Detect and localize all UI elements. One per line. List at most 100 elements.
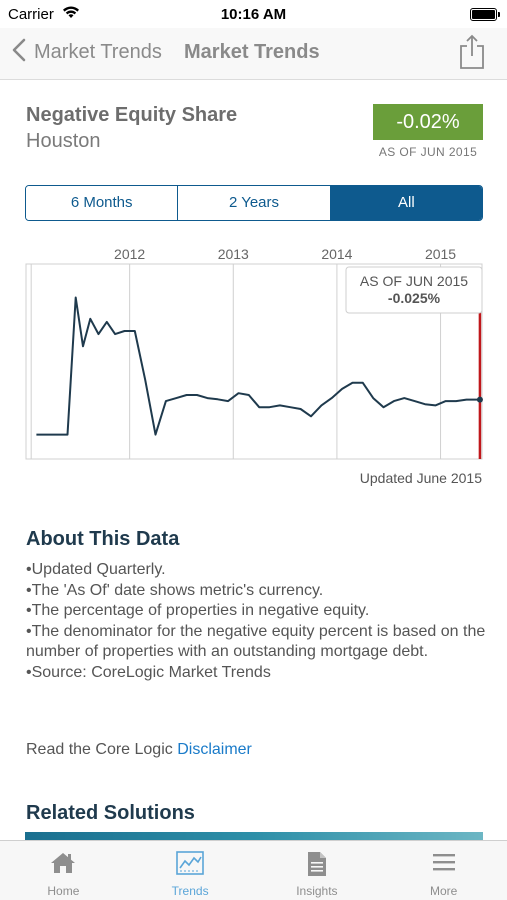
- chart-data-point: [145, 379, 146, 380]
- chart-data-point: [248, 394, 249, 395]
- chart-x-tick-label: 2013: [218, 246, 249, 262]
- chart-data-point: [424, 404, 425, 405]
- chart-data-point: [321, 405, 322, 406]
- chart-tooltip-date: AS OF JUN 2015: [360, 273, 468, 289]
- chart-data-point: [466, 399, 467, 400]
- chart-canvas: 2012 2013 2014 2015 AS OF JUN 2015-0.025%: [25, 246, 483, 460]
- about-item: The percentage of properties in negative…: [26, 601, 486, 622]
- wifi-icon: [62, 5, 80, 23]
- back-button[interactable]: Market Trends: [12, 38, 162, 67]
- chart-tooltip: [345, 266, 483, 314]
- chart-data-point: [124, 330, 125, 331]
- about-list: Updated Quarterly. The 'As Of' date show…: [26, 560, 486, 683]
- chart-data-point: [269, 407, 270, 408]
- disclaimer-link[interactable]: Disclaimer: [177, 741, 252, 758]
- disclaimer-prefix: Read the Core Logic: [26, 741, 178, 758]
- chart-data-point: [82, 346, 83, 347]
- tab-insights[interactable]: Insights: [254, 841, 381, 900]
- insights-icon: [306, 851, 328, 882]
- tab-more-label: More: [429, 884, 458, 898]
- chart-data-point: [98, 333, 99, 334]
- chart-x-tick-label: 2014: [321, 246, 352, 262]
- chart-data-point: [373, 397, 374, 398]
- chart-data-point: [75, 297, 76, 298]
- chart-data-point: [435, 405, 436, 406]
- chart-data-point: [290, 407, 291, 408]
- chart-data-point: [165, 401, 166, 402]
- chart-data-point: [474, 399, 475, 400]
- chart-data-point: [279, 405, 280, 406]
- chart-data-point: [207, 397, 208, 398]
- chart-data-point: [393, 401, 394, 402]
- chart-data-point: [362, 382, 363, 383]
- range-2-years[interactable]: 2 Years: [178, 186, 331, 220]
- range-all[interactable]: All: [330, 186, 482, 220]
- share-icon[interactable]: [459, 34, 485, 75]
- chevron-left-icon: [12, 38, 26, 67]
- chart-data-point: [259, 407, 260, 408]
- chart-data-point: [455, 401, 456, 402]
- tab-trends-label: Trends: [171, 884, 209, 898]
- range-selector: 6 Months 2 Years All: [25, 185, 483, 221]
- about-item: Source: CoreLogic Market Trends: [26, 663, 486, 684]
- chart-x-tick-label: 2012: [114, 246, 145, 262]
- disclaimer-text: Read the Core Logic Disclaimer: [26, 741, 252, 759]
- tab-home[interactable]: Home: [0, 841, 127, 900]
- chart-x-tick-label: 2015: [425, 246, 456, 262]
- trends-icon: [176, 851, 204, 880]
- chart-data-point: [383, 407, 384, 408]
- chart-data-point: [106, 321, 107, 322]
- about-item: The 'As Of' date shows metric's currency…: [26, 581, 486, 602]
- chart-data-point: [186, 394, 187, 395]
- chart-data-point: [176, 397, 177, 398]
- chart-data-point: [90, 318, 91, 319]
- tab-home-label: Home: [47, 884, 80, 898]
- metric-location: Houston: [26, 130, 101, 152]
- chart-data-point: [404, 397, 405, 398]
- updated-note: Updated June 2015: [359, 470, 482, 486]
- chart-tooltip-value: -0.025%: [388, 290, 441, 306]
- chart-data-point: [310, 416, 311, 417]
- negative-equity-chart[interactable]: 2012 2013 2014 2015 AS OF JUN 2015 -0.025%: [0, 238, 507, 468]
- home-icon: [50, 851, 76, 880]
- chart-data-point: [352, 382, 353, 383]
- chart-data-point: [414, 401, 415, 402]
- about-heading: About This Data: [26, 528, 180, 550]
- metric-value-badge: -0.02%: [373, 104, 483, 140]
- tab-more[interactable]: More: [380, 841, 507, 900]
- about-item: The denominator for the negative equity …: [26, 622, 486, 663]
- metric-title: Negative Equity Share: [26, 104, 238, 126]
- chart-data-point: [227, 401, 228, 402]
- chart-series-line: [36, 296, 480, 436]
- status-time: 10:16 AM: [220, 6, 287, 23]
- related-solutions-heading: Related Solutions: [26, 802, 195, 824]
- chart-data-point: [51, 434, 52, 435]
- chart-data-point: [36, 434, 37, 435]
- chart-data-point: [217, 399, 218, 400]
- carrier-label: Carrier: [8, 6, 54, 23]
- related-solutions-banner[interactable]: [25, 832, 483, 840]
- chart-data-point: [300, 408, 301, 409]
- about-item: Updated Quarterly.: [26, 560, 486, 581]
- range-6-months[interactable]: 6 Months: [26, 186, 179, 220]
- battery-icon: [470, 8, 500, 21]
- page-title: Market Trends: [184, 41, 320, 63]
- chart-data-point: [155, 434, 156, 435]
- chart-data-point: [67, 434, 68, 435]
- chart-data-point: [134, 330, 135, 331]
- tab-bar: Home Trends Insights: [0, 840, 507, 900]
- more-icon: [432, 851, 456, 878]
- chart-data-point: [115, 333, 116, 334]
- chart-data-point: [341, 388, 342, 389]
- chart-data-point: [238, 393, 239, 394]
- chart-data-point: [196, 394, 197, 395]
- metric-as-of-date: AS OF JUN 2015: [378, 145, 478, 159]
- status-bar: Carrier 10:16 AM: [0, 0, 507, 28]
- tab-insights-label: Insights: [296, 884, 338, 898]
- tab-trends[interactable]: Trends: [127, 841, 254, 900]
- chart-data-point: [445, 401, 446, 402]
- chart-data-point: [331, 397, 332, 398]
- back-button-label: Market Trends: [34, 41, 162, 63]
- chart-cursor-marker: [476, 396, 483, 403]
- navigation-bar: Market Trends Market Trends: [0, 28, 507, 80]
